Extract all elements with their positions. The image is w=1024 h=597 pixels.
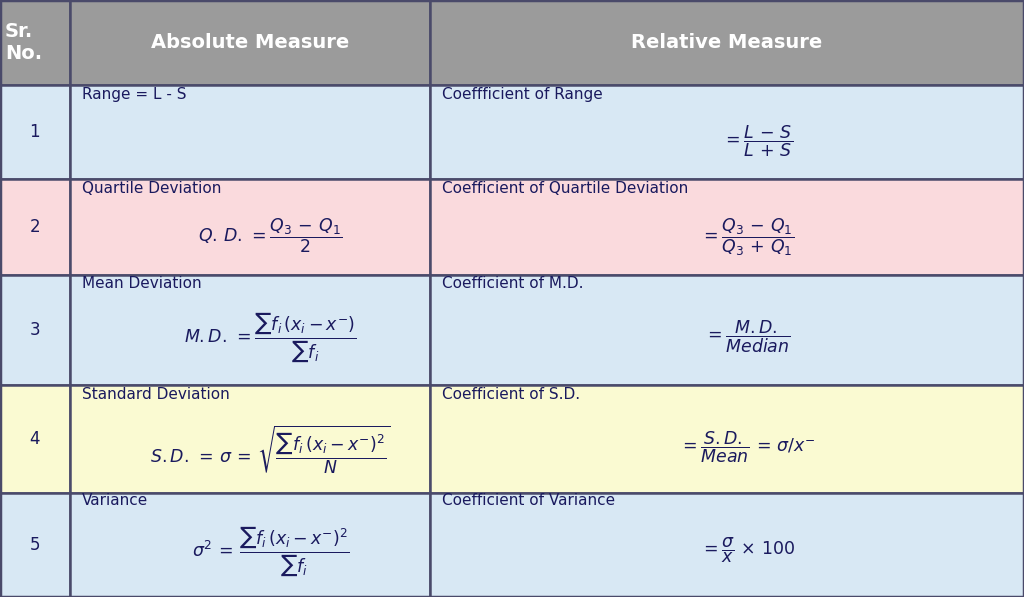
Bar [0, 275, 70, 385]
Text: 2: 2 [30, 218, 40, 236]
Text: $=\dfrac{L\,-\,S}{L\,+\,S}$: $=\dfrac{L\,-\,S}{L\,+\,S}$ [722, 123, 794, 159]
Text: 3: 3 [30, 321, 40, 339]
Bar [70, 493, 430, 597]
Bar [430, 493, 1024, 597]
Text: Absolute Measure: Absolute Measure [151, 33, 349, 52]
Text: $Q.\,D.\,=\dfrac{Q_3\,-\,Q_1}{2}$: $Q.\,D.\,=\dfrac{Q_3\,-\,Q_1}{2}$ [198, 217, 343, 255]
Bar [0, 179, 70, 275]
Text: Relative Measure: Relative Measure [632, 33, 822, 52]
Bar [0, 85, 70, 179]
Bar [0, 385, 70, 493]
Bar [70, 179, 430, 275]
Text: $M.D.\,=\dfrac{\sum f_i\,(x_i - x^{-})}{\sum f_i}$: $M.D.\,=\dfrac{\sum f_i\,(x_i - x^{-})}{… [184, 310, 356, 364]
Text: 1: 1 [30, 123, 40, 141]
Text: 5: 5 [30, 536, 40, 554]
Text: Coefficient of S.D.: Coefficient of S.D. [442, 386, 581, 402]
Bar [430, 0, 1024, 85]
Bar [70, 0, 430, 85]
Text: Range = L - S: Range = L - S [82, 87, 186, 102]
Text: No.: No. [5, 44, 42, 63]
Text: Coefficient of Quartile Deviation: Coefficient of Quartile Deviation [442, 180, 688, 196]
Text: Coefficient of M.D.: Coefficient of M.D. [442, 276, 584, 291]
Text: Quartile Deviation: Quartile Deviation [82, 180, 221, 196]
Bar [70, 275, 430, 385]
Text: Standard Deviation: Standard Deviation [82, 386, 229, 402]
Text: 4: 4 [30, 430, 40, 448]
Bar [70, 385, 430, 493]
Bar [430, 85, 1024, 179]
Text: $=\dfrac{M.D.}{Median}$: $=\dfrac{M.D.}{Median}$ [705, 319, 791, 355]
Text: $=\dfrac{Q_3\,-\,Q_1}{Q_3\,+\,Q_1}$: $=\dfrac{Q_3\,-\,Q_1}{Q_3\,+\,Q_1}$ [700, 217, 795, 259]
Text: Coefficient of Variance: Coefficient of Variance [442, 493, 615, 509]
Bar [70, 85, 430, 179]
Text: Mean Deviation: Mean Deviation [82, 276, 202, 291]
Text: Sr.: Sr. [5, 22, 34, 41]
Text: Variance: Variance [82, 493, 148, 509]
Text: $=\dfrac{S.D.}{Mean}\,=\,\sigma/x^{-}$: $=\dfrac{S.D.}{Mean}\,=\,\sigma/x^{-}$ [679, 430, 816, 466]
Text: $=\dfrac{\sigma}{x}\,\times\,100$: $=\dfrac{\sigma}{x}\,\times\,100$ [699, 536, 796, 565]
Text: Coeffficient of Range: Coeffficient of Range [442, 87, 603, 102]
Text: $\sigma^2\,=\,\dfrac{\sum f_i\,(x_i - x^{-})^2}{\sum f_i}$: $\sigma^2\,=\,\dfrac{\sum f_i\,(x_i - x^… [191, 524, 349, 578]
Text: $S.D.\,=\,\sigma\,=\,\sqrt{\dfrac{\sum f_i\,(x_i - x^{-})^2}{N}}$: $S.D.\,=\,\sigma\,=\,\sqrt{\dfrac{\sum f… [150, 423, 391, 476]
Bar [0, 0, 70, 85]
Bar [430, 179, 1024, 275]
Bar [430, 275, 1024, 385]
Bar [430, 385, 1024, 493]
Bar [0, 493, 70, 597]
